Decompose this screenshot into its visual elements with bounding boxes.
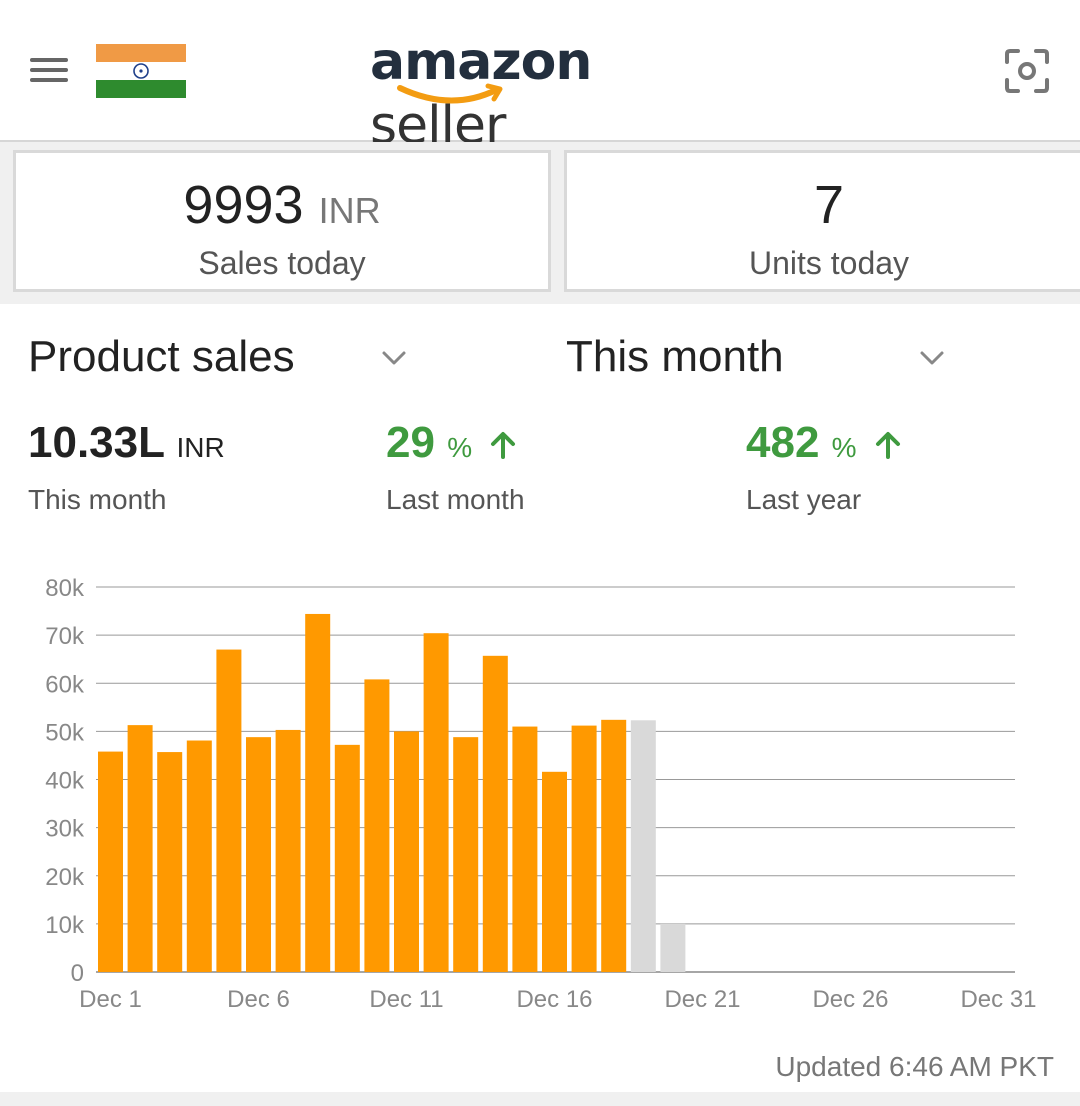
bar-dec-5 bbox=[216, 649, 242, 972]
last-updated-text: Updated 6:46 AM PKT bbox=[775, 1051, 1054, 1082]
chevron-down-icon bbox=[920, 351, 944, 365]
sales-today-amount: 9993 bbox=[183, 175, 304, 235]
last-month-change-metric: 29 % Last month bbox=[386, 418, 525, 517]
bar-dec-4 bbox=[186, 740, 212, 972]
footer-divider bbox=[0, 1092, 1080, 1106]
period-dropdown-label: This month bbox=[566, 332, 784, 381]
y-tick-label: 50k bbox=[45, 719, 85, 746]
amazon-seller-logo: amazon seller bbox=[370, 30, 710, 156]
bar-dec-19 bbox=[630, 720, 656, 972]
metric-dropdown[interactable]: Product sales bbox=[28, 330, 428, 384]
x-tick-label: Dec 1 bbox=[79, 986, 142, 1013]
last-year-change-metric: 482 % Last year bbox=[746, 418, 903, 517]
x-tick-label: Dec 26 bbox=[812, 986, 888, 1013]
bar-dec-7 bbox=[275, 729, 301, 972]
x-tick-label: Dec 31 bbox=[960, 986, 1036, 1013]
x-tick-label: Dec 21 bbox=[664, 986, 740, 1013]
india-flag-icon bbox=[96, 44, 186, 98]
last-year-change-unit: % bbox=[831, 432, 857, 463]
bar-dec-9 bbox=[334, 744, 360, 972]
sales-bar-chart: 0 10k 20k 30k 40k 50k 60k 70k 80k Dec 1 Dec 6 Dec 1… bbox=[0, 560, 1080, 1030]
y-tick-label: 40k bbox=[45, 768, 85, 795]
bar-dec-15 bbox=[512, 726, 538, 972]
month-total-value: 10.33L INR bbox=[28, 418, 225, 473]
last-year-change-value: 482 % bbox=[746, 418, 903, 473]
month-total-amount: 10.33L bbox=[28, 418, 165, 467]
logo-primary-text: amazon bbox=[370, 32, 592, 92]
bar-dec-8 bbox=[305, 613, 331, 972]
y-tick-label: 70k bbox=[45, 623, 85, 650]
bar-dec-13 bbox=[453, 737, 479, 972]
bar-dec-1 bbox=[98, 751, 123, 972]
units-today-card[interactable]: 7 Units today bbox=[564, 150, 1080, 292]
last-month-change-unit: % bbox=[447, 432, 473, 463]
last-month-change-value: 29 % bbox=[386, 418, 525, 473]
app-header: amazon seller bbox=[0, 0, 1080, 156]
x-tick-label: Dec 11 bbox=[369, 986, 443, 1013]
bar-dec-12 bbox=[423, 633, 449, 972]
bar-dec-11 bbox=[394, 731, 419, 972]
arrow-up-icon bbox=[491, 432, 516, 460]
sales-bar-chart-svg: 0 10k 20k 30k 40k 50k 60k 70k 80k Dec 1 Dec 6 Dec 1… bbox=[45, 575, 1036, 1013]
y-tick-label: 80k bbox=[45, 575, 85, 602]
units-today-label: Units today bbox=[748, 245, 910, 281]
last-month-change-label: Last month bbox=[386, 484, 525, 515]
x-tick-label: Dec 16 bbox=[516, 986, 592, 1013]
last-year-change-label: Last year bbox=[746, 484, 862, 515]
month-total-metric: 10.33L INR This month bbox=[28, 418, 225, 517]
bar-dec-10 bbox=[364, 679, 390, 972]
y-tick-label: 10k bbox=[45, 912, 85, 939]
bar-dec-20 bbox=[660, 923, 686, 972]
bar-dec-3 bbox=[157, 752, 183, 972]
bar-dec-14 bbox=[482, 655, 508, 972]
y-tick-label: 20k bbox=[45, 864, 85, 891]
month-total-label: This month bbox=[28, 484, 167, 515]
amazon-smile-icon bbox=[397, 83, 503, 104]
arrow-up-icon bbox=[875, 432, 900, 460]
last-year-change-amount: 482 bbox=[746, 418, 820, 467]
bar-dec-17 bbox=[571, 725, 597, 972]
period-dropdown[interactable]: This month bbox=[566, 330, 966, 384]
sales-today-card[interactable]: 9993 INR Sales today bbox=[13, 150, 551, 292]
y-tick-label: 0 bbox=[71, 960, 84, 987]
camera-scan-icon[interactable] bbox=[1004, 48, 1050, 94]
sales-today-value: 9993 INR bbox=[16, 173, 548, 243]
units-today-value: 7 bbox=[813, 175, 845, 235]
bar-dec-6 bbox=[246, 737, 271, 972]
metric-dropdown-label: Product sales bbox=[28, 332, 295, 381]
y-tick-label: 60k bbox=[45, 671, 85, 698]
x-tick-label: Dec 6 bbox=[227, 986, 290, 1013]
today-stats: 9993 INR Sales today 7 Units today bbox=[0, 142, 1080, 304]
sales-today-unit: INR bbox=[318, 190, 381, 231]
chevron-down-icon bbox=[382, 351, 406, 365]
bar-dec-2 bbox=[127, 725, 153, 972]
bar-dec-16 bbox=[542, 771, 567, 972]
month-total-unit: INR bbox=[176, 432, 225, 463]
sales-today-label: Sales today bbox=[198, 245, 366, 281]
y-tick-label: 30k bbox=[45, 816, 85, 843]
hamburger-menu-icon[interactable] bbox=[30, 58, 68, 84]
last-month-change-amount: 29 bbox=[386, 418, 435, 467]
bar-dec-18 bbox=[601, 719, 627, 972]
